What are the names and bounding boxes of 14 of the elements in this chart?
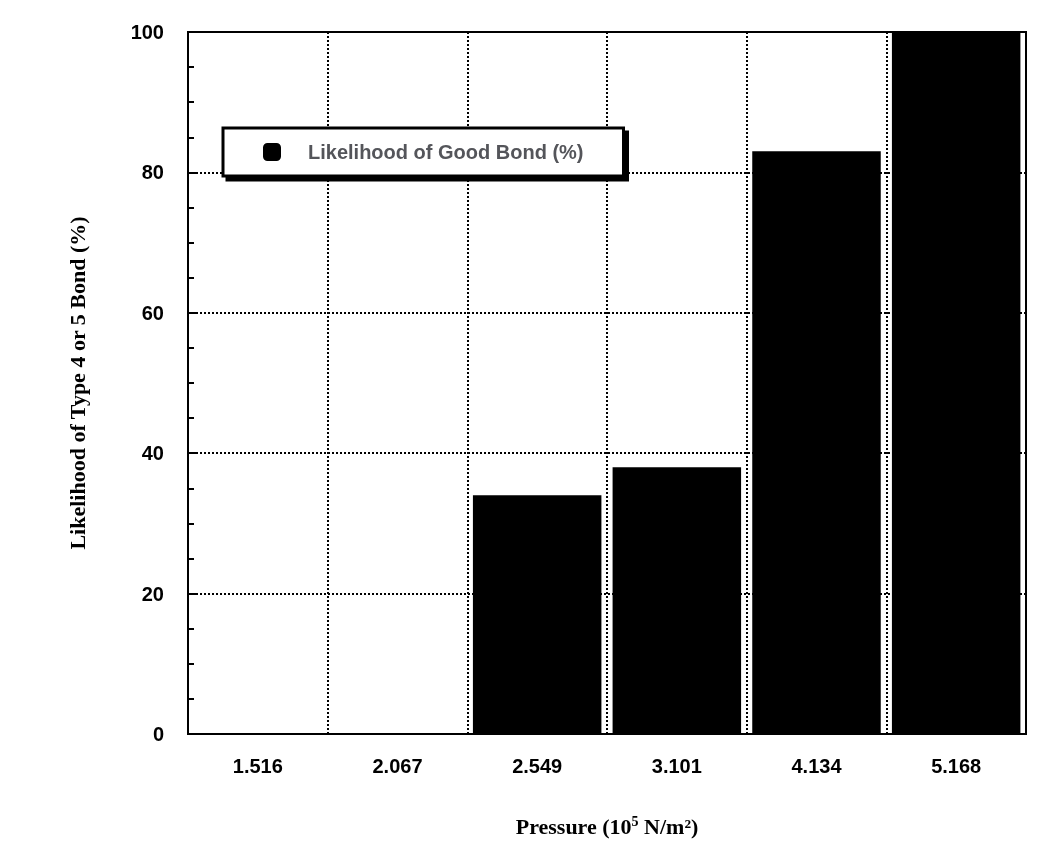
y-tick-label: 20 [141, 582, 164, 605]
x-tick-label: 1.516 [232, 755, 283, 777]
x-tick-label: 2.549 [512, 755, 563, 777]
x-tick-label: 2.067 [372, 755, 423, 777]
x-tick-label: 3.101 [651, 755, 702, 777]
x-tick-label: 5.168 [931, 755, 982, 777]
y-tick-label: 40 [141, 442, 164, 465]
y-tick-label: 100 [130, 21, 164, 43]
y-tick-label: 60 [141, 301, 164, 324]
x-tick-label: 4.134 [791, 755, 843, 777]
y-tick-label: 0 [152, 723, 164, 745]
y-axis-title: Likelihood of Type 4 or 5 Bond (%) [64, 216, 90, 550]
legend-label: Likelihood of Good Bond (%) [308, 141, 584, 163]
y-tick-label: 80 [141, 161, 164, 184]
